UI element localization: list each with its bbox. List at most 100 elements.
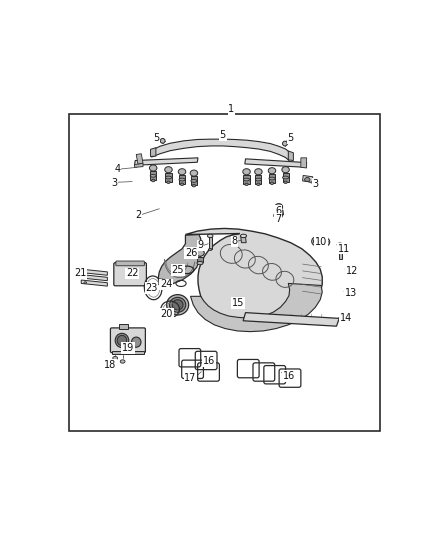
FancyBboxPatch shape [116,261,145,266]
Ellipse shape [208,234,213,238]
Polygon shape [81,280,107,286]
Ellipse shape [131,337,141,347]
Ellipse shape [167,181,170,183]
Ellipse shape [197,261,203,265]
Ellipse shape [196,249,204,256]
Text: 22: 22 [126,268,138,278]
Text: 21: 21 [74,268,86,278]
Ellipse shape [283,176,289,179]
Ellipse shape [149,165,157,171]
Ellipse shape [284,181,287,183]
Ellipse shape [245,183,248,185]
Text: 11: 11 [338,244,350,254]
Ellipse shape [84,282,87,284]
Text: 23: 23 [145,283,158,293]
Ellipse shape [283,141,287,146]
Text: 24: 24 [160,279,172,289]
Text: 16: 16 [203,357,215,367]
Ellipse shape [274,213,283,219]
Ellipse shape [115,333,129,348]
Ellipse shape [190,170,198,176]
Polygon shape [303,175,313,182]
Ellipse shape [84,276,87,278]
Polygon shape [191,284,322,332]
Ellipse shape [166,176,172,179]
Polygon shape [301,158,307,168]
Polygon shape [119,324,128,329]
Ellipse shape [152,180,155,182]
Ellipse shape [170,297,186,312]
Ellipse shape [192,184,196,187]
Ellipse shape [314,239,319,244]
Polygon shape [166,173,172,182]
Polygon shape [269,174,275,183]
Text: 3: 3 [312,179,318,189]
Ellipse shape [312,237,321,246]
Polygon shape [152,139,289,160]
Text: 10: 10 [315,237,327,247]
Ellipse shape [282,167,290,173]
Ellipse shape [117,335,127,345]
Polygon shape [197,257,203,262]
Ellipse shape [84,271,87,273]
Text: 19: 19 [122,343,134,353]
Ellipse shape [120,360,125,363]
Polygon shape [179,175,185,184]
Polygon shape [112,351,144,354]
Ellipse shape [160,139,165,143]
Text: 5: 5 [153,133,160,143]
Ellipse shape [221,135,225,140]
Text: 6: 6 [275,206,281,216]
Polygon shape [134,163,143,167]
Polygon shape [245,159,307,167]
Ellipse shape [268,168,276,174]
Text: 3: 3 [111,177,117,188]
Text: 9: 9 [198,240,204,251]
Polygon shape [81,269,107,275]
Ellipse shape [243,168,250,175]
Ellipse shape [172,300,183,310]
Polygon shape [158,235,201,285]
Ellipse shape [255,178,261,181]
Text: 4: 4 [114,164,120,174]
Polygon shape [134,158,198,165]
Polygon shape [81,274,107,281]
Polygon shape [185,229,322,326]
Text: 1: 1 [228,104,234,114]
Text: 5: 5 [219,130,226,140]
Polygon shape [288,151,293,160]
Ellipse shape [275,204,283,210]
Text: 5: 5 [287,133,294,143]
Ellipse shape [179,178,185,181]
Text: 2: 2 [135,210,141,220]
Polygon shape [244,175,250,184]
Text: 25: 25 [171,265,184,275]
Text: 26: 26 [185,248,198,258]
Text: 18: 18 [104,360,116,370]
Text: 13: 13 [345,288,357,298]
Text: 17: 17 [184,374,197,383]
Ellipse shape [178,168,186,175]
Polygon shape [136,154,143,164]
Ellipse shape [254,168,262,175]
Polygon shape [209,237,212,249]
Ellipse shape [270,182,274,184]
Polygon shape [339,246,342,259]
Ellipse shape [240,234,247,238]
Text: 16: 16 [283,371,295,381]
Ellipse shape [323,240,328,245]
Ellipse shape [257,183,260,185]
Ellipse shape [208,248,212,251]
Polygon shape [274,210,283,215]
Ellipse shape [180,183,184,185]
Text: 14: 14 [340,313,352,324]
FancyBboxPatch shape [114,263,146,286]
Polygon shape [191,176,197,185]
Text: 12: 12 [346,265,358,276]
Ellipse shape [244,178,250,181]
Ellipse shape [191,180,197,182]
Polygon shape [243,313,339,326]
Polygon shape [150,172,156,180]
Ellipse shape [276,214,281,217]
Ellipse shape [165,167,172,173]
